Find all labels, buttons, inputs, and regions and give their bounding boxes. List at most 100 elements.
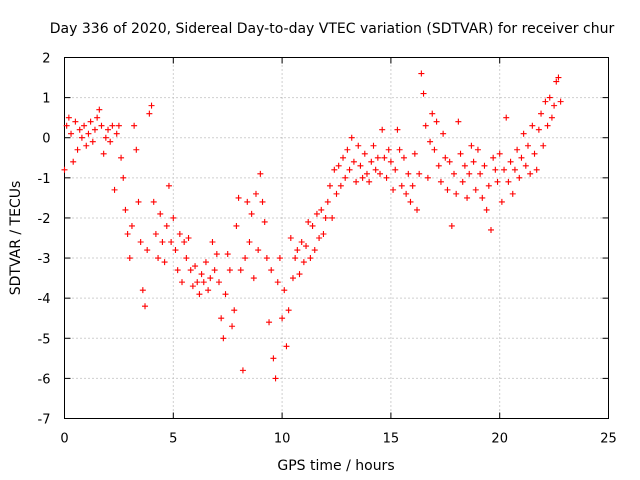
data-point [329,214,336,221]
data-point [270,355,277,362]
x-tick-label: 10 [274,432,291,447]
data-point [226,267,233,274]
data-point [70,158,77,165]
data-point [296,271,303,278]
data-point [155,255,162,262]
data-point [85,130,92,137]
data-point [538,110,545,117]
data-point [446,158,453,165]
data-point [494,178,501,185]
data-point [76,126,83,133]
data-point [435,162,442,169]
data-point [540,142,547,149]
data-point [511,166,518,173]
data-point [416,170,423,177]
data-point [294,247,301,254]
data-point [237,267,244,274]
data-point [266,319,273,326]
data-point [355,142,362,149]
data-point [205,287,212,294]
data-point [285,307,292,314]
grid [64,57,609,419]
data-point [213,251,220,258]
data-point [516,174,523,181]
data-point [224,251,231,258]
data-point [263,255,270,262]
data-point [348,134,355,141]
data-point [429,110,436,117]
data-point [333,190,340,197]
data-point [335,162,342,169]
data-point [311,247,318,254]
data-point [344,146,351,153]
data-point [381,154,388,161]
data-point [501,166,508,173]
data-point [239,367,246,374]
y-axis-label: SDTVAR / TECUs [8,181,24,296]
y-tick-label: 2 [42,52,50,67]
data-point [198,271,205,278]
data-point [63,122,70,129]
data-point [196,291,203,298]
x-axis: 0 5 10 15 20 25 [60,57,617,447]
data-point [361,150,368,157]
data-point [326,182,333,189]
data-point [466,170,473,177]
data-point [531,150,538,157]
y-tick-label: -5 [38,332,51,347]
data-point [118,154,125,161]
data-point [409,182,416,189]
data-point [400,154,407,161]
data-point [183,255,190,262]
data-point [235,194,242,201]
data-point [318,206,325,213]
data-point [102,134,109,141]
x-axis-label: GPS time / hours [277,458,394,474]
data-point [305,218,312,225]
data-point [259,198,266,205]
data-point [133,146,140,153]
data-point [455,118,462,125]
data-point [115,122,122,129]
data-point [211,267,218,274]
data-point [503,114,510,121]
data-point [165,182,172,189]
data-point [324,198,331,205]
data-point [126,255,133,262]
data-point [422,122,429,129]
data-point [548,114,555,121]
data-point [74,146,81,153]
data-point [529,122,536,129]
data-point [518,154,525,161]
data-point [542,98,549,105]
data-point [394,126,401,133]
data-point [231,307,238,314]
data-point [268,267,275,274]
data-point [185,235,192,241]
data-point [544,122,551,129]
data-point [192,263,199,270]
data-point [431,146,438,153]
data-point [370,142,377,149]
data-point [414,206,421,213]
data-point [461,162,468,169]
data-point [555,74,562,81]
data-point [233,222,240,229]
data-point [242,255,249,262]
data-point [170,214,177,221]
data-point [405,170,412,177]
data-point [124,230,131,237]
y-tick-label: 0 [42,132,50,147]
x-tick-label: 5 [169,432,177,447]
y-tick-label: -3 [38,252,51,267]
data-point [396,146,403,153]
data-point [451,170,458,177]
data-point [535,126,542,133]
data-point [105,126,112,133]
data-point [411,150,418,157]
data-point [487,226,494,233]
y-tick-label: -2 [38,212,51,227]
data-point [152,230,159,237]
data-point [520,130,527,137]
x-tick-label: 20 [491,432,508,447]
